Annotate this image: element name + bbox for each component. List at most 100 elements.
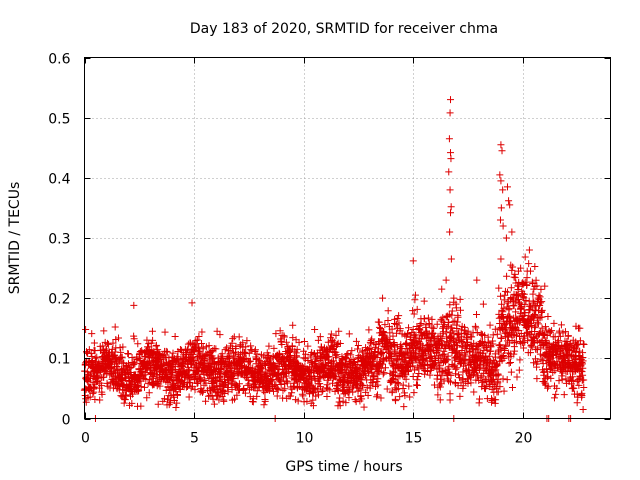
data-point: [532, 302, 540, 310]
data-point: [555, 327, 563, 335]
data-point: [199, 388, 207, 396]
data-point: [386, 329, 394, 337]
data-point: [424, 314, 432, 322]
data-point: [253, 350, 261, 358]
data-point: [195, 333, 203, 341]
data-point: [530, 285, 538, 293]
data-point: [202, 397, 210, 405]
data-point: [309, 402, 317, 410]
data-point: [492, 396, 500, 404]
data-point: [500, 387, 508, 395]
data-point: [185, 393, 193, 401]
data-point: [428, 323, 436, 331]
data-point: [402, 375, 410, 383]
data-point: [506, 201, 514, 209]
data-point: [216, 374, 224, 382]
data-point: [318, 387, 326, 395]
data-point: [186, 339, 194, 347]
data-point: [124, 349, 132, 357]
data-point: [569, 377, 577, 385]
data-point: [579, 371, 587, 379]
data-point: [502, 342, 510, 350]
data-point: [188, 299, 196, 307]
data-point: [521, 253, 529, 261]
data-point: [228, 386, 236, 394]
data-point: [470, 388, 478, 396]
data-point: [547, 365, 555, 373]
y-tick-label: 0.3: [48, 232, 70, 248]
data-point: [279, 386, 287, 394]
data-point: [396, 393, 404, 401]
data-point: [496, 171, 504, 179]
data-point: [241, 389, 249, 397]
data-point: [428, 342, 436, 350]
data-point: [517, 264, 525, 272]
data-point: [353, 345, 361, 353]
data-point: [456, 295, 464, 303]
data-point: [354, 341, 362, 349]
data-point: [573, 341, 581, 349]
data-point: [89, 389, 97, 397]
data-point: [118, 353, 126, 361]
data-point: [100, 327, 108, 335]
data-point: [286, 362, 294, 370]
data-point: [389, 332, 397, 340]
data-point: [395, 380, 403, 388]
data-point: [85, 346, 93, 354]
data-point: [461, 349, 469, 357]
data-point: [82, 398, 90, 406]
data-point: [511, 325, 519, 333]
data-point: [304, 342, 312, 350]
data-point: [538, 307, 546, 315]
data-point: [396, 325, 404, 333]
data-point: [409, 257, 417, 265]
data-point: [94, 374, 102, 382]
data-point: [276, 327, 284, 335]
data-point: [98, 390, 106, 398]
data-point: [402, 340, 410, 348]
data-point: [517, 309, 525, 317]
data-point: [474, 345, 482, 353]
data-point: [207, 348, 215, 356]
data-point: [169, 349, 177, 357]
data-point: [384, 307, 392, 315]
data-point: [578, 358, 586, 366]
data-point: [243, 337, 251, 345]
data-point: [152, 341, 160, 349]
data-point: [544, 373, 552, 381]
data-point: [523, 281, 531, 289]
data-point: [511, 331, 519, 339]
data-point: [306, 390, 314, 398]
data-point: [560, 391, 568, 399]
data-point: [409, 325, 417, 333]
data-point: [373, 393, 381, 401]
data-point: [261, 361, 269, 369]
data-point: [185, 366, 193, 374]
data-point: [521, 309, 529, 317]
data-point: [364, 392, 372, 400]
data-point: [505, 359, 513, 367]
data-point: [506, 318, 514, 326]
data-point: [255, 356, 263, 364]
data-point: [379, 294, 387, 302]
data-point: [311, 325, 319, 333]
data-point: [128, 399, 136, 407]
data-point: [326, 386, 334, 394]
data-point: [358, 374, 366, 382]
data-point: [349, 388, 357, 396]
data-point: [417, 319, 425, 327]
data-point: [287, 351, 295, 359]
data-point: [317, 383, 325, 391]
data-point: [413, 363, 421, 371]
data-point: [561, 328, 569, 336]
data-point: [295, 338, 303, 346]
data-point: [452, 300, 460, 308]
data-point: [368, 369, 376, 377]
data-point: [550, 394, 558, 402]
data-point: [508, 228, 516, 236]
data-point: [233, 391, 241, 399]
data-point: [446, 109, 454, 117]
data-point: [568, 373, 576, 381]
data-point: [357, 386, 365, 394]
data-point: [88, 330, 96, 338]
